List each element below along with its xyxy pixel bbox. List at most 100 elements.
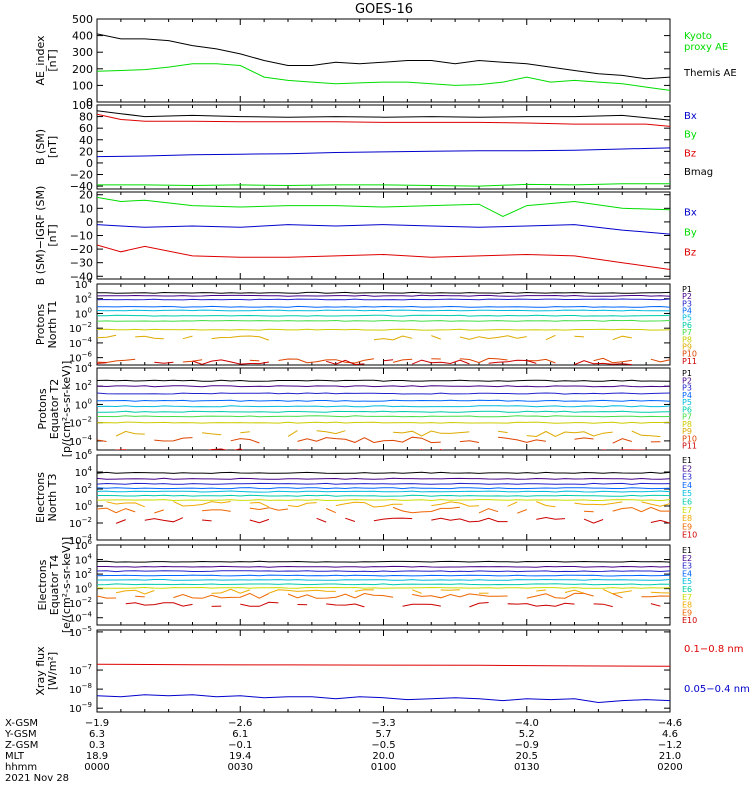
y-tick-label: 0 xyxy=(86,96,93,109)
channel-e8 xyxy=(211,588,250,594)
channel-p9 xyxy=(459,335,527,340)
y-tick-label: 0 xyxy=(86,216,93,229)
y-tick-label: 100 xyxy=(72,79,93,92)
channel-p9 xyxy=(393,430,470,437)
channel-label: P8 xyxy=(682,335,692,344)
series-bmag xyxy=(97,110,670,121)
channel-e8 xyxy=(431,501,480,507)
y-tick-label: 10−2 xyxy=(69,596,92,610)
channel-label: E1 xyxy=(682,456,692,465)
xaxis-tick-label: 18.9 xyxy=(86,751,108,762)
y-axis-label: Equator T2 xyxy=(48,379,61,439)
legend-entry: Bz xyxy=(684,248,696,259)
xaxis-row-label: X-GSM xyxy=(5,718,38,729)
plot-date: 2021 Nov 28 xyxy=(5,773,69,784)
channel-p10 xyxy=(392,358,413,363)
y-tick-label: 20 xyxy=(79,189,93,202)
channel-e9 xyxy=(612,506,670,513)
channel-label: E3 xyxy=(682,562,692,571)
xaxis-tick-label: −3.3 xyxy=(371,718,395,729)
y-tick-label: 10−2 xyxy=(69,321,92,335)
y-tick-label: 104 xyxy=(75,465,93,479)
y-tick-label: 500 xyxy=(72,13,93,26)
channel-e6 xyxy=(97,494,670,497)
channel-e8 xyxy=(287,502,317,508)
channel-e1 xyxy=(97,560,670,563)
panel-prot2: 104 102 100 10−2 10−4 Protons Equator T2 [p/(cm… xyxy=(36,361,697,458)
y-tick-label: 102 xyxy=(75,379,92,393)
channel-e9 xyxy=(325,507,337,514)
channel-label: P4 xyxy=(682,391,692,400)
channel-p6 xyxy=(97,314,670,317)
channel-label: E6 xyxy=(682,585,692,594)
y-tick-label: 100 xyxy=(75,499,92,513)
channel-e8 xyxy=(106,501,145,508)
channel-e8 xyxy=(412,589,422,594)
y-tick-label: −30 xyxy=(70,257,93,270)
y-axis-label: [p/(cm²-s-sr-keV)] xyxy=(60,361,73,458)
y-axis-label: Protons xyxy=(36,388,49,429)
y-axis-label: [nT] xyxy=(46,136,59,158)
y-tick-label: 10−6 xyxy=(69,351,93,365)
legend-entry: Bx xyxy=(684,111,697,122)
xaxis-tick-label: 6.1 xyxy=(232,729,248,740)
series-bx xyxy=(97,147,670,158)
channel-label: P6 xyxy=(682,321,692,330)
y-axis-label: [nT] xyxy=(46,49,59,71)
channel-e9 xyxy=(526,592,594,599)
channel-e5 xyxy=(97,578,670,581)
channel-p7 xyxy=(97,319,670,322)
panel-xray: 10−5 10−7 10−8 10−9 Xray flux [W/m²] 0.1−0.8 n… xyxy=(34,625,750,715)
y-tick-label: 80 xyxy=(79,111,93,124)
channel-e9 xyxy=(478,508,499,514)
channel-p9 xyxy=(115,430,145,437)
channel-e2 xyxy=(97,477,670,480)
channel-p10 xyxy=(297,436,441,444)
channel-e10 xyxy=(373,517,413,522)
y-axis-label: North T3 xyxy=(46,474,59,522)
y-axis-label: B (SM)−IGRF (SM) xyxy=(34,186,47,286)
channel-p9 xyxy=(316,430,346,435)
channel-e9 xyxy=(287,592,394,599)
xaxis-tick-label: −4.6 xyxy=(658,718,682,729)
y-axis-label: North T1 xyxy=(46,301,59,349)
channel-e8 xyxy=(641,501,670,507)
channel-e9 xyxy=(154,509,164,514)
legend-entry: proxy AE xyxy=(684,42,728,53)
xaxis-tick-label: 6.3 xyxy=(89,729,105,740)
xaxis-row-label: MLT xyxy=(5,751,25,762)
channel-p10 xyxy=(612,438,632,444)
channel-label: E8 xyxy=(682,514,692,523)
channel-e10 xyxy=(144,517,184,523)
legend-entry: By xyxy=(684,228,697,239)
y-tick-label: 20 xyxy=(79,145,93,158)
series-themis-ae xyxy=(97,33,670,80)
channel-e3 xyxy=(97,482,670,485)
channel-p6 xyxy=(97,410,670,413)
xaxis-tick-label: −2.6 xyxy=(228,718,252,729)
channel-p3 xyxy=(97,392,670,395)
channel-e8 xyxy=(440,589,460,591)
y-axis-label: Equator T4 xyxy=(48,555,61,615)
panel-frame xyxy=(96,454,671,541)
y-tick-label: 10 xyxy=(79,202,93,215)
channel-label: P2 xyxy=(682,292,692,301)
panel-frame xyxy=(96,18,671,103)
channel-p11 xyxy=(114,449,128,450)
channel-p9 xyxy=(211,335,270,341)
y-axis-label: Protons xyxy=(34,304,47,345)
channel-e10 xyxy=(240,601,279,607)
channel-p9 xyxy=(182,335,193,340)
channel-label: E6 xyxy=(682,498,692,507)
y-axis-label: [W/m²] xyxy=(46,652,59,690)
channel-label: E7 xyxy=(682,506,692,515)
channel-p8 xyxy=(97,328,670,331)
channel-p9 xyxy=(431,335,441,340)
channel-label: P3 xyxy=(682,299,692,308)
channel-e8 xyxy=(354,589,374,592)
legend-entry: Kyoto xyxy=(684,31,712,42)
channel-e8 xyxy=(173,501,231,507)
